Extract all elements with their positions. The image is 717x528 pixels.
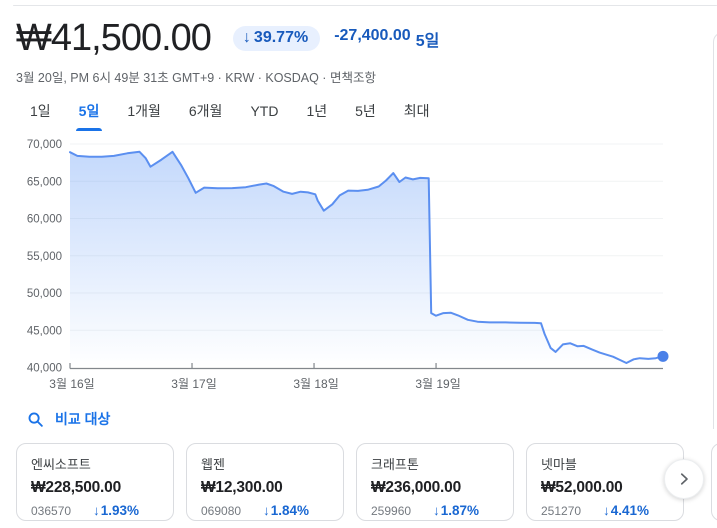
stock-price: ₩228,500.00 [31,479,122,496]
stock-change: ↓ 1.93% [93,503,140,518]
change-percent-badge: ↓ 39.77% [232,26,321,52]
svg-text:3월 19일: 3월 19일 [415,377,460,391]
stock-price: ₩12,300.00 [201,479,283,496]
compare-card-netmarble[interactable]: 넷마블 ₩52,000.00 251270 ↓ 4.41% [526,443,684,521]
compare-card-partial[interactable] [711,443,717,521]
change-amount-row: -27,400.00 5일 [334,27,439,51]
tab-5d[interactable]: 5일 [65,94,114,131]
ticker-code: 036570 [31,504,72,518]
svg-text:3월 16일: 3월 16일 [49,377,94,391]
change-percent: 39.77% [253,29,309,47]
tab-1m[interactable]: 1개월 [113,94,175,131]
stock-price: ₩52,000.00 [541,479,623,496]
ticker-code: 069080 [201,504,242,518]
tab-5y[interactable]: 5년 [341,94,390,131]
svg-text:55,000: 55,000 [27,251,62,263]
svg-text:3월 18일: 3월 18일 [293,377,338,391]
svg-text:50,000: 50,000 [27,288,62,300]
quote-subtitle: 3월 20일, PM 6시 49분 31초 GMT+9 · KRW · KOSD… [16,67,376,86]
stock-change: ↓ 4.41% [603,503,650,518]
svg-text:70,000: 70,000 [27,139,62,151]
tab-max[interactable]: 최대 [390,94,444,131]
arrow-down-icon: ↓ [603,503,610,518]
top-divider [13,5,717,6]
stock-name: 엔씨소프트 [31,457,91,472]
compare-title: 비교 대상 [55,411,111,427]
stock-name: 웹젠 [201,457,225,472]
svg-text:60,000: 60,000 [27,214,62,226]
compare-card-krafton[interactable]: 크래프톤 ₩236,000.00 259960 ↓ 1.87% [356,443,514,521]
tab-ytd[interactable]: YTD [236,94,292,131]
stock-price: ₩236,000.00 [371,479,462,496]
svg-text:45,000: 45,000 [27,325,62,337]
svg-text:40,000: 40,000 [27,363,62,375]
tab-6m[interactable]: 6개월 [175,94,237,131]
tab-1y[interactable]: 1년 [292,94,341,131]
ticker-code: 251270 [541,504,582,518]
quote-meta: 3월 20일, PM 6시 49분 31초 GMT+9 · KRW · KOSD… [16,71,327,85]
stock-name: 크래프톤 [371,457,419,472]
arrow-down-icon: ↓ [242,29,251,47]
compare-card-ncsoft[interactable]: 엔씨소프트 ₩228,500.00 036570 ↓ 1.93% [16,443,174,521]
search-icon [28,412,43,427]
price-chart[interactable]: 40,000 45,000 50,000 55,000 60,000 65,000 70,0… [0,135,717,400]
compare-card-webzen[interactable]: 웹젠 ₩12,300.00 069080 ↓ 1.84% [186,443,344,521]
arrow-down-icon: ↓ [263,503,270,518]
compare-header[interactable]: 비교 대상 [27,409,110,429]
next-compare-button[interactable] [664,459,704,499]
ticker-code: 259960 [371,504,412,518]
change-amount: -27,400.00 [334,26,411,44]
chevron-right-icon [680,473,688,485]
arrow-down-icon: ↓ [93,503,100,518]
tab-1d[interactable]: 1일 [16,94,65,131]
arrow-down-icon: ↓ [433,503,440,518]
stock-name: 넷마블 [541,457,577,472]
period-tabs: 1일 5일 1개월 6개월 YTD 1년 5년 최대 [16,94,444,131]
svg-text:3월 17일: 3월 17일 [171,377,216,391]
stock-change: ↓ 1.87% [433,503,480,518]
change-period: 5일 [415,32,440,50]
compare-cards: 엔씨소프트 ₩228,500.00 036570 ↓ 1.93% 웹젠 ₩12,… [16,443,684,521]
stock-change: ↓ 1.84% [263,503,310,518]
price-header: ₩41,500.00 ↓ 39.77% -27,400.00 5일 [16,17,439,60]
disclaimer-link[interactable]: 면책조항 [329,71,376,85]
svg-text:65,000: 65,000 [27,176,62,188]
stock-price: ₩41,500.00 [16,17,212,59]
